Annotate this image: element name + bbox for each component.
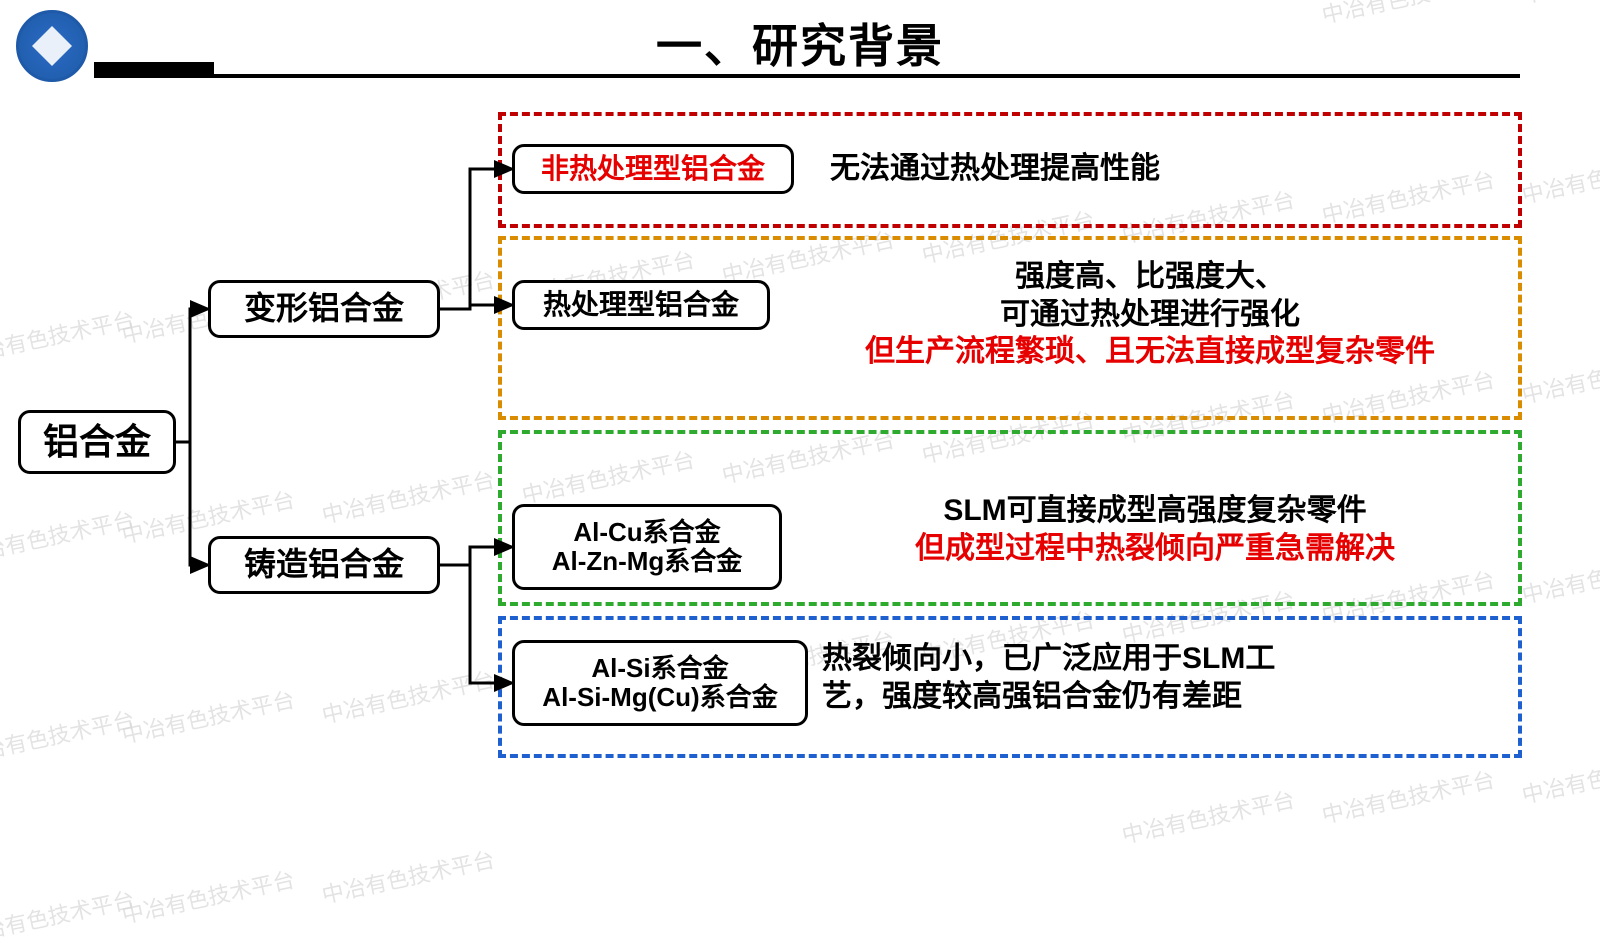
watermark-text: 中冶有色技术平台 [0, 302, 137, 370]
title-underline-thick [94, 62, 214, 74]
level2-node-wrought: 变形铝合金 [208, 280, 440, 338]
detail-node-heat: 热处理型铝合金 [512, 280, 770, 330]
description-1: 强度高、比强度大、可通过热处理进行强化但生产流程繁琐、且无法直接成型复杂零件 [800, 258, 1500, 371]
watermark-text: 中冶有色技术平台 [1519, 742, 1600, 810]
desc-line: 热裂倾向小，已广泛应用于SLM工 [822, 640, 1512, 678]
title-underline [94, 74, 1520, 78]
desc-line: 但成型过程中热裂倾向严重急需解决 [800, 530, 1510, 568]
watermark-text: 中冶有色技术平台 [119, 682, 298, 750]
node-line: 非热处理型铝合金 [541, 154, 765, 185]
detail-node-alcu: Al-Cu系合金Al-Zn-Mg系合金 [512, 504, 782, 590]
watermark-text: 中冶有色技术平台 [1519, 342, 1600, 410]
node-line: Al-Si-Mg(Cu)系合金 [542, 683, 777, 712]
description-0: 无法通过热处理提高性能 [830, 150, 1470, 188]
slide-title: 一、研究背景 [0, 10, 1600, 76]
watermark-text: 中冶有色技术平台 [1519, 0, 1600, 10]
description-2: SLM可直接成型高强度复杂零件但成型过程中热裂倾向严重急需解决 [800, 492, 1510, 567]
desc-line: SLM可直接成型高强度复杂零件 [800, 492, 1510, 530]
watermark-text: 中冶有色技术平台 [0, 502, 137, 570]
watermark-text: 中冶有色技术平台 [319, 462, 498, 530]
connector-path [176, 442, 208, 565]
watermark-text: 中冶有色技术平台 [1519, 142, 1600, 210]
watermark-text: 中冶有色技术平台 [0, 702, 137, 770]
description-3: 热裂倾向小，已广泛应用于SLM工艺，强度较高强铝合金仍有差距 [822, 640, 1512, 715]
watermark-text: 中冶有色技术平台 [0, 882, 137, 950]
node-line: Al-Zn-Mg系合金 [552, 547, 743, 576]
desc-line: 可通过热处理进行强化 [800, 296, 1500, 334]
connector-path [176, 309, 208, 442]
desc-line: 艺，强度较高强铝合金仍有差距 [822, 678, 1512, 716]
watermark-text: 中冶有色技术平台 [1519, 542, 1600, 610]
node-line: Al-Si系合金 [591, 654, 728, 683]
root-node: 铝合金 [18, 410, 176, 474]
desc-line: 但生产流程繁琐、且无法直接成型复杂零件 [800, 333, 1500, 371]
detail-node-alsi: Al-Si系合金Al-Si-Mg(Cu)系合金 [512, 640, 808, 726]
node-line: 热处理型铝合金 [543, 290, 739, 321]
watermark-text: 中冶有色技术平台 [1319, 762, 1498, 830]
watermark-text: 中冶有色技术平台 [1119, 782, 1298, 850]
desc-line: 无法通过热处理提高性能 [830, 150, 1470, 188]
watermark-text: 中冶有色技术平台 [319, 842, 498, 910]
detail-node-nonheat: 非热处理型铝合金 [512, 144, 794, 194]
watermark-text: 中冶有色技术平台 [119, 862, 298, 930]
watermark-text: 中冶有色技术平台 [319, 662, 498, 730]
desc-line: 强度高、比强度大、 [800, 258, 1500, 296]
node-line: Al-Cu系合金 [573, 518, 720, 547]
level2-node-cast: 铸造铝合金 [208, 536, 440, 594]
